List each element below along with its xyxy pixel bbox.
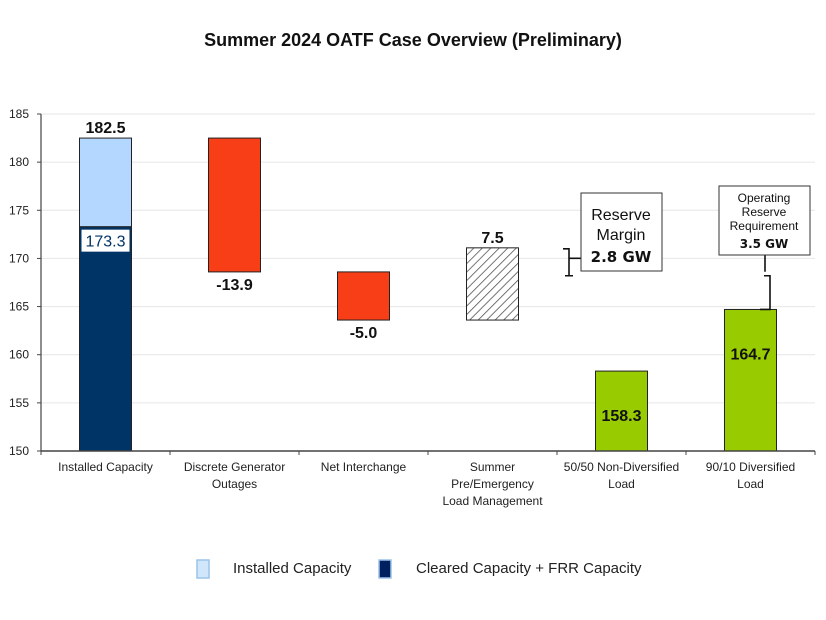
legend-label-installed-capacity: Installed Capacity bbox=[233, 560, 352, 577]
y-tick-label: 180 bbox=[9, 155, 29, 169]
legend-label-cleared-capacity: Cleared Capacity + FRR Capacity bbox=[416, 560, 642, 577]
bar-net-interchange bbox=[337, 271, 390, 321]
legend-swatch-cleared-capacity bbox=[378, 559, 392, 579]
x-tick-label: Load bbox=[608, 477, 635, 491]
orr-label: Reserve bbox=[742, 205, 787, 219]
data-label-cleared: 173.3 bbox=[85, 234, 125, 251]
legend-swatch-installed-capacity bbox=[196, 559, 210, 579]
orr-label: Requirement bbox=[730, 219, 799, 233]
data-label: -13.9 bbox=[216, 277, 253, 294]
x-tick-label: Discrete Generator bbox=[184, 460, 285, 474]
orr-label: Operating bbox=[738, 191, 791, 205]
orr-bracket bbox=[760, 255, 771, 311]
bar-summer-pre-emergency-load-management bbox=[466, 247, 519, 321]
chart-title: Summer 2024 OATF Case Overview (Prelimin… bbox=[204, 30, 622, 50]
data-label: 7.5 bbox=[481, 230, 503, 247]
bar-90-10-diversified-load bbox=[724, 308, 777, 452]
data-labels: 182.5 173.3 -13.9 -5.0 7.5 158.3 164.7 bbox=[81, 120, 771, 425]
x-tick-label: Summer bbox=[470, 460, 515, 474]
data-label: -5.0 bbox=[350, 325, 378, 342]
reserve-margin-label: Margin bbox=[597, 227, 646, 244]
y-tick-label: 150 bbox=[9, 444, 29, 458]
bars bbox=[79, 137, 777, 452]
reserve-margin-value: 2.8 GW bbox=[591, 248, 652, 266]
y-tick-label: 165 bbox=[9, 300, 29, 314]
bar-cleared-capacity-segment bbox=[79, 226, 132, 452]
x-tick-label: Load Management bbox=[442, 494, 543, 508]
x-tick-label: 90/10 Diversified bbox=[706, 460, 795, 474]
reserve-margin-label: Reserve bbox=[591, 207, 651, 224]
legend: Installed Capacity Cleared Capacity + FRR… bbox=[196, 559, 642, 579]
x-tick-label: Load bbox=[737, 477, 764, 491]
data-label: 158.3 bbox=[601, 408, 641, 425]
y-axis: 150 155 160 165 170 175 180 185 bbox=[9, 107, 42, 458]
x-tick-label: 50/50 Non-Diversified bbox=[564, 460, 679, 474]
x-tick-label: Outages bbox=[212, 477, 257, 491]
data-label-installed: 182.5 bbox=[85, 120, 125, 137]
gridlines bbox=[41, 113, 815, 404]
data-label-box bbox=[81, 229, 130, 252]
reserve-margin-callout-box bbox=[580, 192, 663, 272]
y-tick-label: 155 bbox=[9, 396, 29, 410]
y-tick-label: 160 bbox=[9, 348, 29, 362]
x-axis: Installed Capacity Discrete Generator Outa… bbox=[40, 450, 816, 508]
y-tick-label: 185 bbox=[9, 107, 29, 121]
data-label: 164.7 bbox=[730, 346, 770, 363]
bar-installed-capacity-segment bbox=[79, 137, 132, 228]
y-tick-label: 175 bbox=[9, 203, 29, 217]
x-tick-label: Net Interchange bbox=[321, 460, 407, 474]
reserve-margin-bracket bbox=[563, 248, 581, 277]
x-tick-label: Installed Capacity bbox=[58, 460, 153, 474]
orr-value: 3.5 GW bbox=[740, 237, 789, 251]
orr-callout-box bbox=[718, 185, 811, 256]
bar-discrete-generator-outages bbox=[208, 137, 261, 273]
x-tick-label: Pre/Emergency bbox=[451, 477, 534, 491]
y-tick-label: 170 bbox=[9, 251, 29, 265]
